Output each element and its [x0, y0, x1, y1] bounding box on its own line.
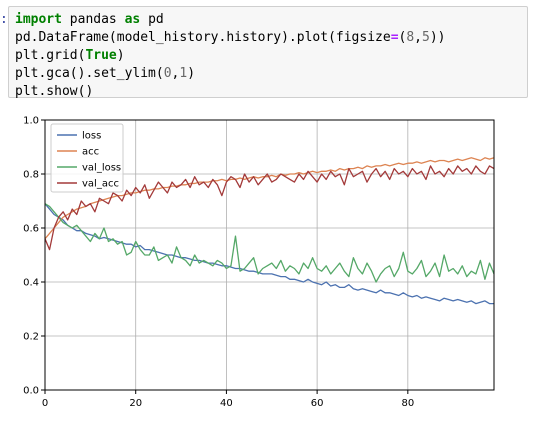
code-token: plt.show() [15, 84, 94, 99]
axes-frame [44, 119, 495, 391]
x-tick-label: 80 [401, 398, 414, 409]
legend-label: val_loss [82, 163, 121, 174]
code-token: )) [429, 30, 446, 45]
legend-label: acc [82, 147, 99, 158]
code-line: plt.show() [15, 83, 521, 101]
code-token: ) [116, 48, 125, 63]
code-token: 1 [179, 66, 188, 81]
cell-prompt: : [0, 12, 8, 27]
code-token: = [390, 30, 399, 45]
legend-label: val_acc [82, 179, 119, 190]
code-token: 8 [406, 30, 415, 45]
code-token: as [124, 12, 141, 27]
x-tick-label: 20 [129, 398, 142, 409]
code-token: pd [140, 12, 164, 27]
code-token: import [15, 12, 62, 27]
x-tick-label: 0 [42, 398, 48, 409]
line-chart: 0 20 40 60 80 0.0 0.2 0.4 0.6 0.8 1.0 loss acc val_lo… [23, 116, 495, 409]
code-token: ( [398, 30, 407, 45]
code-line: plt.gca().set_ylim(0,1) [15, 65, 521, 83]
code-token: plt.grid( [15, 48, 86, 63]
code-token: 5 [422, 30, 430, 45]
y-tick-label: 0.4 [23, 278, 39, 289]
y-tick-label: 0.2 [23, 332, 39, 343]
y-tick-label: 0.0 [23, 386, 39, 397]
series-line-val-loss [44, 203, 495, 283]
series-line-acc [44, 157, 495, 240]
x-tick-label: 40 [220, 398, 233, 409]
legend-box [50, 123, 124, 193]
code-token: 0 [163, 66, 172, 81]
code-line: import pandas as pd [15, 11, 521, 29]
code-token: , [171, 66, 180, 81]
code-token: plt.gca().set_ylim( [15, 66, 164, 81]
legend-label: loss [82, 131, 101, 142]
code-line: pd.DataFrame(model_history.history).plot… [15, 29, 521, 47]
code-token: , [414, 30, 422, 45]
series-line-val-acc [44, 165, 495, 251]
code-editor[interactable]: import pandas as pd pd.DataFrame(model_hi… [15, 11, 521, 101]
code-token: True [85, 48, 117, 63]
y-tick-label: 1.0 [23, 116, 39, 127]
y-tick-label: 0.8 [23, 170, 39, 181]
cell-output: 0 20 40 60 80 0.0 0.2 0.4 0.6 0.8 1.0 loss acc val_lo… [0, 106, 533, 420]
y-tick-label: 0.6 [23, 224, 39, 235]
x-tick-label: 60 [311, 398, 324, 409]
code-cell[interactable]: import pandas as pd pd.DataFrame(model_hi… [8, 6, 528, 101]
code-token: pandas [61, 12, 125, 27]
code-line: plt.grid(True) [15, 47, 521, 65]
code-token: ) [187, 66, 196, 81]
code-token: pd.DataFrame(model_history.history).plot… [15, 30, 391, 45]
